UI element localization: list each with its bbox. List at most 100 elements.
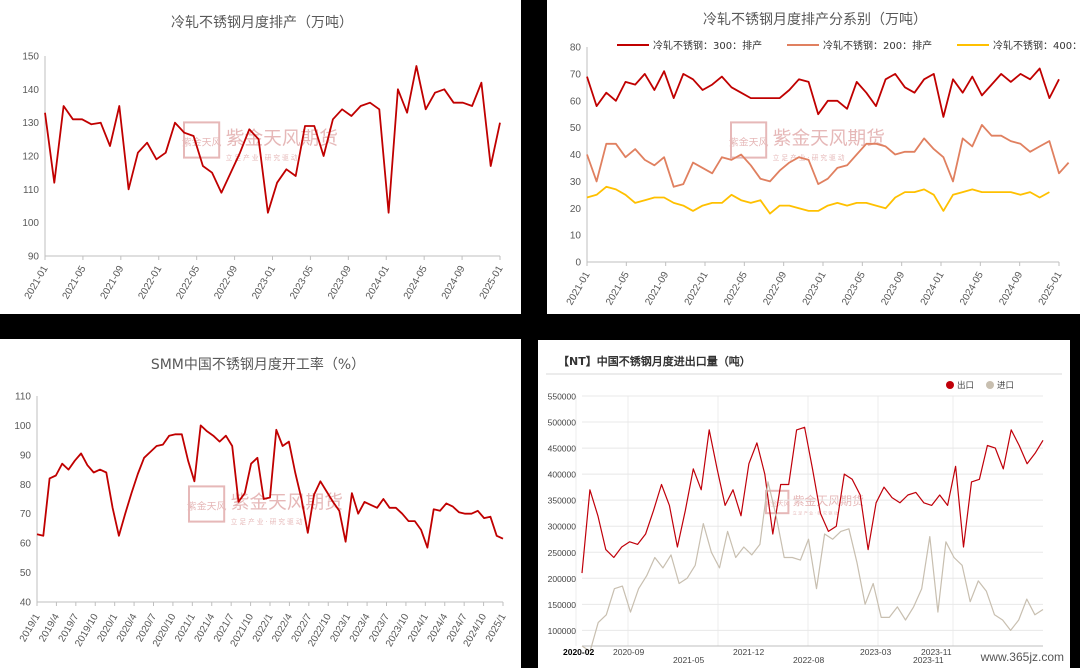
series-line [44,65,501,214]
y-tick-label: 60 [570,96,582,107]
x-tick-label: 2022-05 [174,264,202,302]
chart-title: SMM中国不锈钢月度开工率（%） [151,356,365,373]
y-tick-label: 150000 [548,600,577,610]
y-tick-label: 80 [20,480,32,491]
x-tick-label: 2021-01 [23,264,51,302]
x-tick-label: 2025/1 [484,612,509,644]
watermark-name: 紫金天风期货 [793,494,864,508]
watermark-seal [183,121,221,159]
y-tick-label: 10 [570,231,582,242]
x-tick-label: 2024-01 [919,270,947,308]
x-tick-label: 2025-01 [478,264,506,302]
y-tick-label: 50 [570,123,582,134]
x-tick-label: 2023-03 [860,647,891,657]
series-line [586,185,1050,215]
watermark-slogan: 立 足 产 业 · 研 究 驱 动 [793,510,838,517]
x-tick-label: 2021-12 [733,647,764,657]
y-tick-label: 140 [22,85,39,96]
watermark-name: 紫金天风期货 [773,128,885,149]
series-line [586,124,1070,188]
chart-panel-cold-rolled-production: 冷轧不锈钢月度排产（万吨） 紫金天风 紫金天风期货立 足 产 业 · 研 究 驱 … [0,0,521,314]
x-tick-label: 2022-01 [136,264,164,302]
y-tick-label: 0 [575,258,581,269]
x-tick-label: 2021-05 [673,655,704,665]
series-line [581,426,1044,574]
y-tick-label: 350000 [548,496,577,506]
y-tick-label: 70 [570,69,582,80]
x-tick-label: 2023-05 [288,264,316,302]
x-tick-label: 2024-01 [364,264,392,302]
legend-label: 出口 [957,380,974,390]
y-tick-label: 120 [22,152,39,163]
chart-title: 冷轧不锈钢月度排产分系别（万吨） [703,12,927,28]
watermark-slogan: 立 足 产 业 · 研 究 驱 动 [226,153,298,162]
y-tick-label: 100000 [548,626,577,636]
x-tick-label: 2020-02 [563,647,594,657]
x-tick-label: 2024-09 [997,270,1025,308]
y-tick-label: 20 [570,204,582,215]
series-line [586,67,1060,118]
y-tick-label: 100 [14,421,31,432]
y-tick-label: 40 [20,598,32,609]
y-tick-label: 130 [22,118,39,129]
x-tick-label: 2024-05 [402,264,430,302]
watermark-seal-text: 紫金天风 [729,136,769,149]
x-tick-label: 2021-05 [604,270,632,308]
x-tick-label: 2021-05 [61,264,89,302]
y-tick-label: 300000 [548,522,577,532]
series-line [36,424,504,549]
x-tick-label: 2022-08 [793,655,824,665]
legend-label: 冷轧不锈钢：200：排产 [823,39,932,52]
y-tick-label: 40 [570,150,582,161]
x-tick-label: 2024-09 [440,264,468,302]
y-tick-label: 100 [22,218,39,229]
series-line [581,481,1044,652]
legend-swatch [946,381,954,389]
watermark-seal [730,121,768,159]
y-tick-label: 500000 [548,418,577,428]
y-tick-label: 30 [570,177,582,188]
y-tick-label: 250000 [548,548,577,558]
y-tick-label: 80 [570,43,582,54]
x-tick-label: 2023-09 [879,270,907,308]
x-tick-label: 2022-09 [212,264,240,302]
y-tick-label: 550000 [548,392,577,402]
watermark-name: 紫金天风期货 [231,492,343,513]
x-tick-label: 2023-01 [250,264,278,302]
watermark-seal-text: 紫金天风 [187,500,227,513]
legend-swatch [986,381,994,389]
legend-label: 进口 [997,380,1014,390]
x-tick-label: 2023-11 [921,647,952,657]
chart-panel-operating-rate: SMM中国不锈钢月度开工率（%） 紫金天风 紫金天风期货立 足 产 业 · 研 究… [0,339,521,668]
y-tick-label: 70 [20,509,32,520]
y-tick-label: 60 [20,539,32,550]
watermark-seal [188,485,226,523]
x-tick-label: 2023-05 [840,270,868,308]
x-tick-label: 2021-01 [565,270,593,308]
x-tick-label: 2021-09 [643,270,671,308]
legend-label: 冷轧不锈钢：300：排产 [653,39,762,52]
watermark-slogan: 立 足 产 业 · 研 究 驱 动 [231,517,303,526]
x-tick-label: 2020-09 [613,647,644,657]
x-tick-label: 2021-09 [99,264,127,302]
y-tick-label: 450000 [548,444,577,454]
x-tick-label: 2025-01 [1037,270,1065,308]
watermark-seal-text: 紫金天风 [182,136,222,149]
chart-panel-import-export: 【NT】中国不锈钢月度进出口量（吨） 紫金天风 紫金天风期货立 足 产 业 · 研… [538,340,1070,668]
x-tick-label: 2022-01 [683,270,711,308]
y-tick-label: 400000 [548,470,577,480]
x-tick-label: 2022-05 [722,270,750,308]
x-tick-label: 2023-11 [913,655,944,665]
y-tick-label: 150 [22,52,39,63]
y-tick-label: 50 [20,568,32,579]
chart-panel-production-by-series: 冷轧不锈钢月度排产分系别（万吨） 紫金天风 紫金天风期货立 足 产 业 · 研 究… [547,0,1080,314]
x-tick-label: 2024-05 [958,270,986,308]
y-tick-label: 110 [15,392,31,403]
legend-label: 冷轧不锈钢：400：排产 [993,39,1080,52]
chart-title: 冷轧不锈钢月度排产（万吨） [171,15,353,31]
chart-title: 【NT】中国不锈钢月度进出口量（吨） [558,354,751,368]
